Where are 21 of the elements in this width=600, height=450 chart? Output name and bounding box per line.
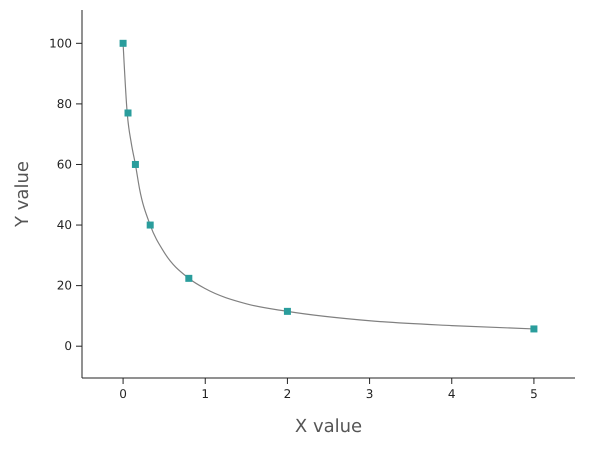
point: [120, 40, 127, 47]
x-tick-label: 3: [366, 387, 374, 401]
y-tick-label: 40: [56, 218, 72, 232]
y-tick-label: 60: [56, 157, 72, 172]
point: [124, 109, 132, 116]
point: [132, 160, 139, 168]
y-tick-label: 80: [56, 96, 72, 111]
y-tick-label: 20: [56, 278, 72, 293]
y-tick-label: 100: [49, 36, 72, 50]
y-axis-title: Y value: [12, 161, 33, 228]
x-tick-label: 4: [448, 387, 456, 401]
x-tick-label: 2: [284, 387, 292, 401]
x-axis-title: X value: [294, 416, 362, 437]
y-tick-label: 0: [64, 339, 72, 354]
point: [284, 308, 291, 315]
point: [185, 274, 192, 282]
point: [530, 325, 538, 332]
point: [146, 222, 154, 229]
x-tick-label: 0: [119, 387, 127, 401]
x-tick-label: 1: [201, 387, 210, 401]
x-tick-label: 5: [530, 387, 538, 401]
